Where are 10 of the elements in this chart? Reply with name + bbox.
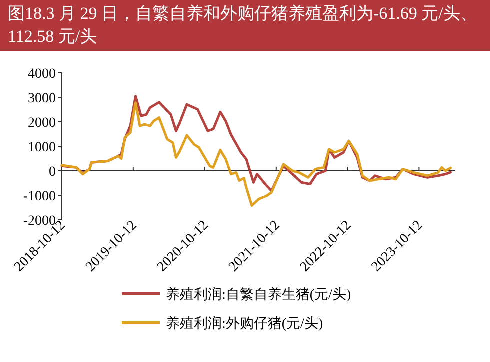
legend-label: 养殖利润:自繁自养生猪(元/头) [166, 287, 352, 303]
y-tick-label: 0 [49, 165, 56, 180]
chart-title: 图18.3 月 29 日，自繁自养和外购仔猪养殖盈利为-61.69 元/头、112.58 元/头 [0, 0, 490, 51]
legend-label: 养殖利润:外购仔猪(元/头) [166, 316, 324, 332]
y-tick-label: 3000 [28, 92, 56, 106]
y-tick-label: 2000 [28, 116, 56, 131]
y-tick-label: 4000 [28, 67, 56, 82]
line-series [60, 102, 452, 208]
y-tick-label: 1000 [28, 140, 56, 156]
y-tick-label: -1000 [23, 190, 56, 204]
